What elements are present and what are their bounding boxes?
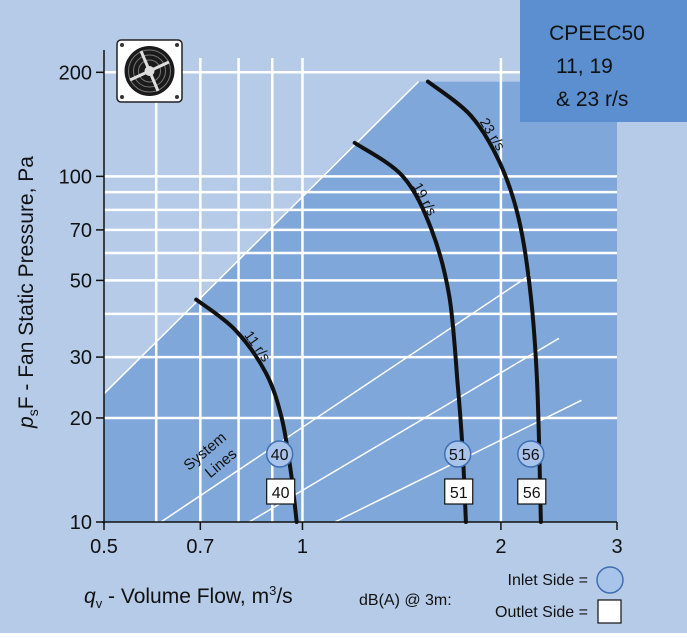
legend-outlet-swatch <box>597 599 622 624</box>
axial-fan-icon <box>116 39 183 103</box>
legend-outlet-label: Outlet Side = <box>495 604 588 621</box>
inlet-value-11rs: 40 <box>271 447 289 464</box>
legend-inlet-swatch <box>596 566 624 594</box>
y-tick-label-70: 70 <box>70 220 92 242</box>
outlet-marker-23rs <box>517 478 547 505</box>
x-tick-label-3: 3 <box>611 536 622 558</box>
x-tick-label-0.7: 0.7 <box>186 536 214 558</box>
outlet-marker-19rs <box>444 478 474 505</box>
x-tick-label-2: 2 <box>495 536 506 558</box>
y-tick-label-10: 10 <box>70 512 92 534</box>
x-tick-label-0.5: 0.5 <box>90 536 118 558</box>
y-axis-label: psF - Fan Static Pressure, Pa <box>15 156 41 429</box>
inlet-value-23rs: 56 <box>522 447 540 464</box>
inlet-value-19rs: 51 <box>449 447 467 464</box>
system-line-1 <box>103 81 420 395</box>
legend-prefix: dB(A) @ 3m: <box>359 592 452 609</box>
legend-inlet-label: Inlet Side = <box>508 572 589 589</box>
y-tick-label-100: 100 <box>59 166 92 188</box>
y-tick-label-200: 200 <box>59 62 92 84</box>
fan-curve-11rs <box>194 297 299 524</box>
inlet-marker-23rs <box>517 440 545 468</box>
title-line-1: CPEEC50 <box>549 22 645 45</box>
x-tick-label-1: 1 <box>297 536 308 558</box>
outlet-value-19rs: 51 <box>450 485 468 502</box>
y-tick-label-50: 50 <box>70 270 92 292</box>
system-line-2 <box>160 273 532 523</box>
inlet-marker-11rs <box>265 440 294 468</box>
y-tick-label-20: 20 <box>70 408 92 430</box>
title-box <box>520 0 687 122</box>
inlet-marker-19rs <box>443 440 472 468</box>
title-line-3: & 23 r/s <box>556 88 628 111</box>
outlet-value-11rs: 40 <box>272 485 290 502</box>
outlet-value-23rs: 56 <box>523 485 541 502</box>
fan-curve-23rs <box>425 79 543 524</box>
title-line-2: 11, 19 <box>556 55 613 78</box>
outlet-marker-11rs <box>266 478 296 505</box>
x-axis-label: qv - Volume Flow, m3/s <box>84 583 293 611</box>
y-tick-label-30: 30 <box>70 347 92 369</box>
system-line-3 <box>248 337 560 523</box>
